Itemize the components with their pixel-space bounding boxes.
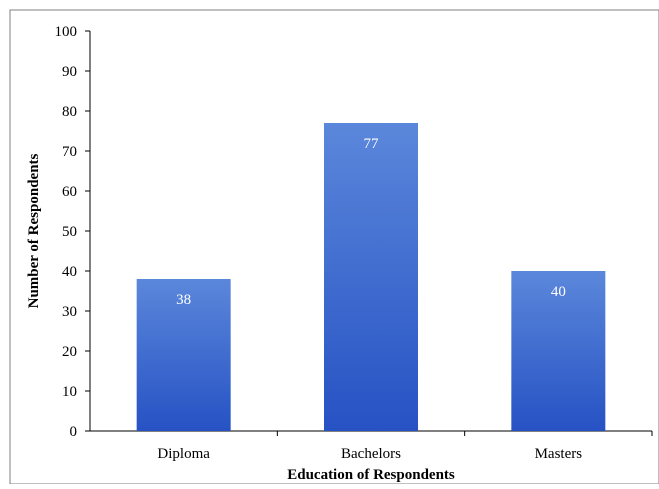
y-tick-label: 80	[62, 104, 77, 120]
x-axis-ticks: Diploma Bachelors Masters	[157, 431, 653, 462]
x-axis-title: Education of Respondents	[287, 467, 455, 483]
bar-masters	[511, 271, 606, 431]
y-tick-label: 40	[62, 264, 77, 280]
y-tick-label: 90	[62, 64, 77, 80]
y-tick-label: 20	[62, 344, 77, 360]
x-tick-label-bachelors: Bachelors	[341, 446, 401, 462]
bar-diploma	[136, 279, 231, 431]
y-tick-label: 10	[62, 384, 77, 400]
y-tick-label: 60	[62, 184, 77, 200]
bar-bachelors	[324, 123, 418, 431]
x-tick-label-diploma: Diploma	[157, 446, 210, 462]
y-tick-label: 50	[62, 224, 77, 240]
bars: 38 77 40	[136, 123, 606, 431]
data-label-masters: 40	[551, 284, 566, 300]
y-tick-label: 0	[70, 424, 78, 440]
y-tick-label: 30	[62, 304, 77, 320]
y-tick-label: 70	[62, 144, 77, 160]
data-label-diploma: 38	[176, 292, 191, 308]
data-label-bachelors: 77	[364, 136, 380, 152]
y-tick-label: 100	[55, 24, 78, 40]
y-axis-title: Number of Respondents	[26, 153, 42, 308]
y-axis-ticks: 0 10 20 30 40 50 60 70 80 90 100	[55, 24, 90, 440]
x-tick-label-masters: Masters	[535, 446, 583, 462]
